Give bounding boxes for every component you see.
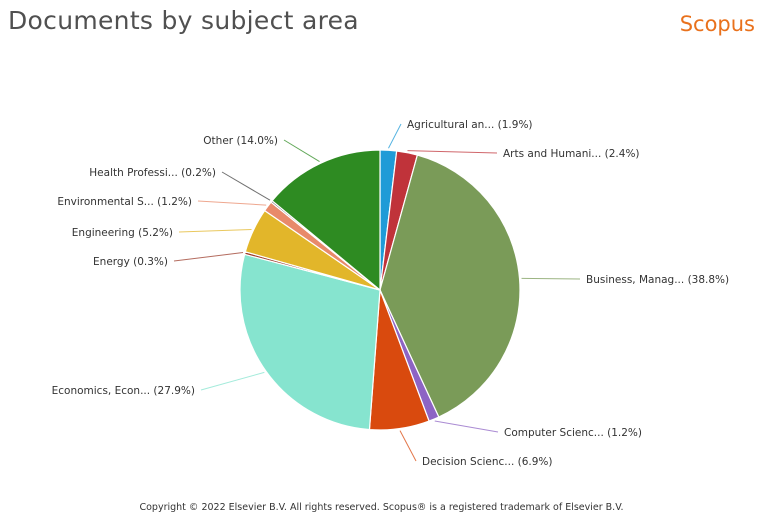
leader-line-decision-scienc xyxy=(399,430,417,462)
copyright-footer: Copyright © 2022 Elsevier B.V. All right… xyxy=(139,502,624,513)
scopus-logo[interactable]: Scopus xyxy=(679,12,755,36)
pie-slice-other[interactable] xyxy=(271,149,381,292)
slice-label-economics-econ: Economics, Econ... (27.9%) xyxy=(52,385,195,397)
slice-label-business-manag: Business, Manag... (38.8%) xyxy=(586,274,729,286)
slice-label-arts-and-humani: Arts and Humani... (2.4%) xyxy=(503,148,640,160)
pie-slice-business-manag[interactable] xyxy=(379,154,521,418)
page-title: Documents by subject area xyxy=(8,6,359,35)
pie-leader-lines xyxy=(173,123,581,462)
slice-label-computer-scienc: Computer Scienc... (1.2%) xyxy=(504,427,642,439)
leader-line-agricultural-an xyxy=(388,123,402,149)
slice-label-decision-scienc: Decision Scienc... (6.9%) xyxy=(422,456,553,468)
pie-labels: Agricultural an... (1.9%) Arts and Humani… xyxy=(52,119,730,468)
slice-label-engineering: Engineering (5.2%) xyxy=(72,227,173,239)
leader-line-environmental-s xyxy=(197,200,267,206)
slice-label-energy: Energy (0.3%) xyxy=(93,256,168,268)
slice-label-agricultural-an: Agricultural an... (1.9%) xyxy=(407,119,533,131)
pie-slice-economics-econ[interactable] xyxy=(239,253,381,431)
slice-label-health-professi: Health Professi... (0.2%) xyxy=(89,167,216,179)
slice-label-other: Other (14.0%) xyxy=(203,135,278,147)
slice-label-environmental-s: Environmental S... (1.2%) xyxy=(57,196,192,208)
leader-line-health-professi xyxy=(221,171,271,201)
leader-line-engineering xyxy=(178,229,252,233)
leader-line-business-manag xyxy=(521,277,581,280)
leader-line-economics-econ xyxy=(200,371,265,391)
leader-line-computer-scienc xyxy=(434,420,499,433)
leader-line-other xyxy=(283,139,320,162)
leader-line-energy xyxy=(173,252,244,262)
leader-line-arts-and-humani xyxy=(407,150,498,154)
pie-slices xyxy=(239,149,521,431)
